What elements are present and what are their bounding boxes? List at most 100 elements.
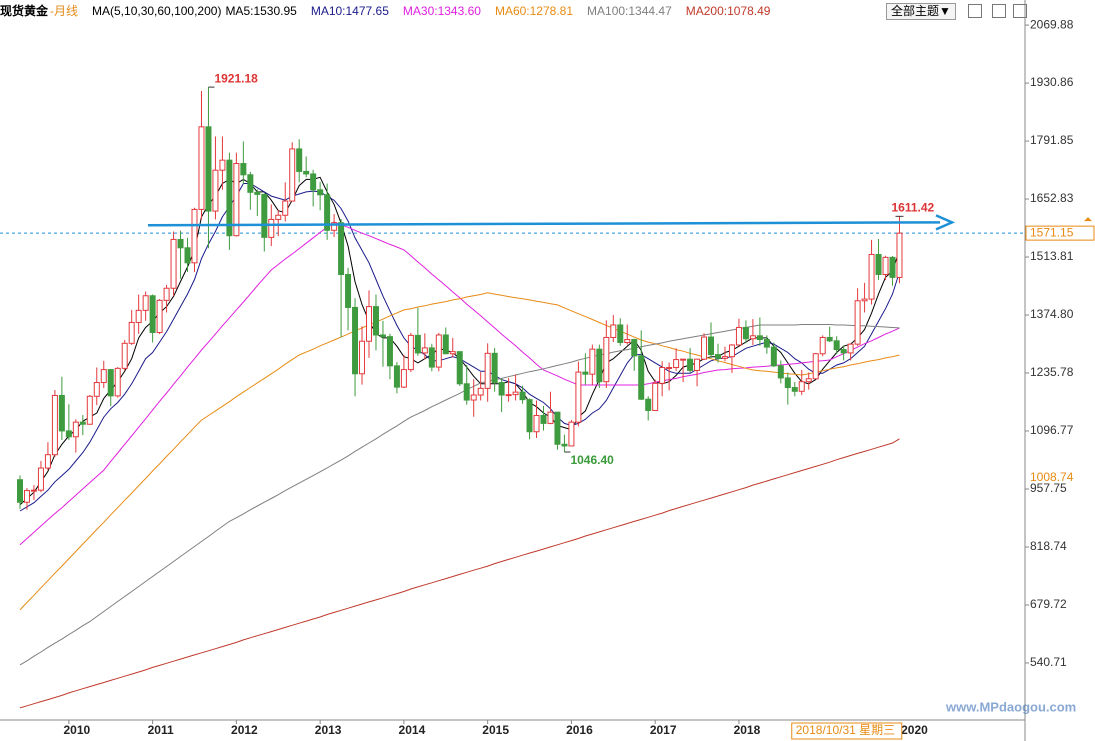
candle-body [240,163,247,176]
candle-body [30,489,37,492]
candle-body [303,170,310,175]
y-tick-label: 957.75 [1030,481,1067,495]
candle-body [17,479,23,503]
candle-body [352,306,359,375]
x-tick-label: 2020 [901,723,928,737]
candle-body [184,247,191,264]
candle-body [652,382,659,411]
candle-body [540,414,547,424]
candle-body [414,334,421,354]
candle-body [728,344,735,358]
x-tick-label: 2013 [315,723,342,737]
candle-body [114,367,121,397]
ma-line [19,438,900,709]
candle-body [533,414,540,433]
candle-body [791,387,798,392]
candle-body [442,334,449,355]
candle-body [163,287,170,301]
watermark: www.MPdaogou.com [945,699,1076,714]
candle-body [861,298,868,302]
max-label: 1921.18 [214,71,258,85]
candle-body [610,324,617,338]
candle-body [254,191,261,195]
candle-body [198,126,205,210]
cursor-date-box [791,722,903,740]
theme-select[interactable]: 全部主题▼ [886,3,956,20]
period[interactable]: -月线 [50,4,79,18]
candle-body [868,253,875,300]
x-tick-label: 2015 [482,723,509,737]
x-tick-label: 2014 [399,723,426,737]
candle-body [477,387,484,396]
candle-body [812,353,819,380]
last-price-box [1025,225,1095,241]
candle-body [784,377,791,389]
candle-body [875,253,882,275]
candle-body [379,334,386,338]
y-tick-label: 1096.77 [1030,423,1074,437]
candle-body [247,174,254,193]
legend-ma10: MA10:1477.65 [310,4,389,18]
candle-body [561,443,568,447]
candle-body [107,369,114,397]
candle-body [589,348,596,375]
y-tick-label: 2069.88 [1030,17,1074,31]
x-tick-label: 2018 [734,723,761,737]
candle-body [128,321,135,344]
trend-arrow-head [935,214,956,231]
candle-body [261,193,268,238]
candle-body [86,395,93,425]
candle-body [805,378,812,383]
candle-body [624,339,631,343]
candle-body [219,159,226,171]
min-label: 1046.40 [570,453,614,467]
candle-body [289,148,296,202]
close-button[interactable] [1013,4,1027,18]
candle-body [491,352,498,384]
candle-body [338,222,345,275]
y-tick-label: 540.71 [1030,655,1067,669]
candle-body [149,295,156,333]
candle-body [372,306,379,336]
candle-body [366,306,372,342]
candle-body [212,169,219,212]
x-tick-label: 2012 [231,723,258,737]
candle-body [889,256,896,278]
candle-body [470,394,477,401]
ma-line [19,221,900,546]
legend-ma30: MA30:1343.60 [402,4,481,18]
candle-body [526,399,533,433]
candle-body [666,367,673,370]
candle-body [484,352,491,389]
y-tick-label: 1791.85 [1030,133,1074,147]
candle-body [37,467,44,491]
candle-body [428,347,435,368]
candle-body [463,383,470,401]
candle-body [680,358,687,361]
candle-body [603,336,610,383]
tool-button[interactable] [968,4,982,18]
candle-body [310,173,317,191]
y-tick-label: 818.74 [1030,539,1067,553]
candle-body [226,159,233,237]
last-high-label: 1611.42 [891,200,934,214]
candle-body [631,339,638,357]
candle-body [763,339,770,348]
candle-body [79,421,86,425]
candle-body [142,295,149,311]
candle-body [44,454,51,469]
tool-button[interactable] [992,4,1006,18]
candle-body [386,336,393,367]
legend-ma100: MA100:1344.47 [587,4,672,18]
candle-body [170,238,177,289]
candle-body [721,356,728,359]
candle-body [512,391,519,396]
candle-body [268,218,275,238]
y-tick-label: 1930.86 [1030,75,1074,89]
header: 现货黄金 -月线 MA(5,10,30,60,100,200) MA5:1530.95… [0,0,1025,22]
candle-body [826,336,833,342]
candle-body [449,351,456,355]
candle-body [191,208,198,264]
candle-body [596,348,603,383]
